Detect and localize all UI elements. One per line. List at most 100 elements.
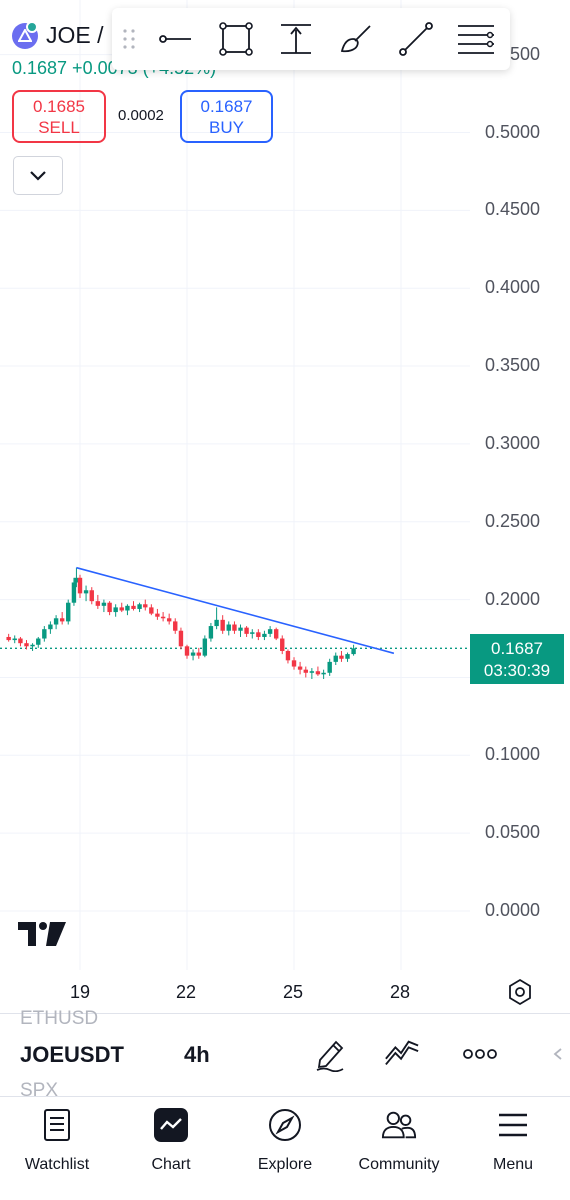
time-axis[interactable]: 19 22 25 28 [0, 970, 570, 1014]
candle-body [291, 660, 297, 667]
candle-body [125, 605, 130, 611]
time-label: 19 [69, 982, 91, 1002]
symbol-logo-icon [12, 20, 38, 49]
candle-body [137, 604, 142, 609]
compass-icon [267, 1107, 303, 1143]
nav-menu[interactable]: Menu [456, 1097, 570, 1200]
candle-body [273, 629, 279, 639]
time-label: 22 [175, 982, 197, 1002]
sell-label: SELL [38, 118, 80, 137]
candle-body [143, 604, 148, 608]
brush-icon[interactable] [326, 8, 386, 70]
candle-body [256, 632, 261, 637]
candle-body [190, 652, 196, 656]
next-symbol[interactable]: SPX [20, 1080, 59, 1101]
nav-community[interactable]: Community [342, 1097, 456, 1200]
candle-body [178, 630, 184, 647]
prev-symbol[interactable]: ETHUSD [20, 1008, 99, 1029]
candle-body [297, 666, 303, 670]
price-tick-label: 0.1000 [484, 744, 540, 765]
candle-body [220, 619, 225, 631]
candle-body [184, 646, 190, 656]
candle-body [262, 633, 267, 637]
buy-price: 0.1687 [200, 97, 253, 116]
drag-handle-icon[interactable] [112, 28, 146, 50]
pencil-icon[interactable] [312, 1036, 348, 1072]
interval-selector[interactable]: 4h [184, 1042, 210, 1067]
drawing-toolbar[interactable] [112, 8, 510, 70]
candle-body [267, 629, 273, 634]
candle-body [89, 590, 94, 602]
candle-body [6, 636, 11, 641]
candle-body [30, 644, 35, 647]
more-tools-icon[interactable] [446, 8, 506, 70]
menu-icon [495, 1107, 531, 1143]
symbol-bar[interactable]: ETHUSD JOEUSDT 4h SPX [0, 1008, 570, 1101]
price-tick-label: 0.3000 [484, 432, 540, 453]
scroll-left-icon[interactable] [546, 1036, 570, 1072]
candle-body [244, 627, 249, 634]
candle-body [238, 627, 243, 631]
candle-body [42, 629, 47, 639]
symbol-name[interactable]: JOEUSDT [20, 1042, 124, 1067]
last-price-value: 0.1687 [491, 639, 543, 658]
trend-line [76, 566, 395, 655]
candle-body [101, 602, 107, 606]
candle-body [333, 655, 338, 662]
candle-body [280, 638, 285, 651]
nav-explore[interactable]: Explore [228, 1097, 342, 1200]
nav-label: Watchlist [24, 1156, 90, 1173]
candle-body [24, 643, 29, 647]
time-label: 28 [389, 982, 411, 1002]
trend-line-icon[interactable] [386, 8, 446, 70]
chevron-down-icon [30, 170, 46, 181]
buy-button[interactable]: 0.1687 BUY [180, 90, 273, 143]
bottom-nav[interactable]: Watchlist Chart Explore Community Menu [0, 1097, 570, 1200]
price-tick-label: 0.0000 [484, 900, 540, 920]
price-tick-label: 0.4500 [484, 199, 540, 220]
candle-body [74, 577, 79, 583]
divider [0, 1013, 570, 1014]
symbol-header[interactable]: JOE / [12, 20, 104, 49]
candle-body [95, 601, 101, 606]
candle-body [83, 590, 89, 594]
tradingview-logo[interactable] [18, 920, 68, 953]
candle-body [131, 605, 136, 609]
rectangle-icon[interactable] [206, 8, 266, 70]
candle-body [48, 624, 53, 630]
candle-body [232, 624, 237, 631]
last-price-label: 0.1687 03:30:39 [470, 634, 564, 684]
candle-body [345, 654, 350, 659]
price-tick-label: 0.3500 [484, 355, 540, 376]
community-icon [381, 1107, 417, 1143]
candle-body [66, 602, 71, 622]
symbol-title: JOE / [46, 22, 104, 48]
candle-body [339, 655, 344, 659]
price-chart[interactable] [0, 0, 570, 970]
candle-body [155, 613, 160, 617]
candle-body [315, 671, 321, 675]
sell-button[interactable]: 0.1685 SELL [12, 90, 106, 143]
candle-body [173, 621, 178, 631]
horizontal-line-icon[interactable] [146, 8, 206, 70]
chart-settings-icon[interactable] [506, 978, 534, 1006]
candle-body [18, 638, 23, 644]
candle-body [196, 652, 201, 656]
collapse-button[interactable] [13, 156, 63, 195]
divider [0, 1096, 570, 1097]
candle-body [53, 618, 59, 625]
chart-area[interactable] [0, 0, 570, 970]
indicators-icon[interactable] [384, 1036, 420, 1072]
candle-body [303, 669, 308, 673]
sell-price: 0.1685 [33, 97, 85, 116]
candle-body [77, 577, 83, 594]
bar-countdown: 03:30:39 [483, 661, 551, 680]
nav-chart[interactable]: Chart [114, 1097, 228, 1200]
candle-body [59, 618, 65, 622]
nav-watchlist[interactable]: Watchlist [0, 1097, 114, 1200]
candle-body [160, 616, 166, 619]
buy-label: BUY [209, 118, 244, 137]
nav-label: Menu [492, 1156, 534, 1173]
more-options-icon[interactable] [462, 1036, 498, 1072]
price-range-icon[interactable] [266, 8, 326, 70]
